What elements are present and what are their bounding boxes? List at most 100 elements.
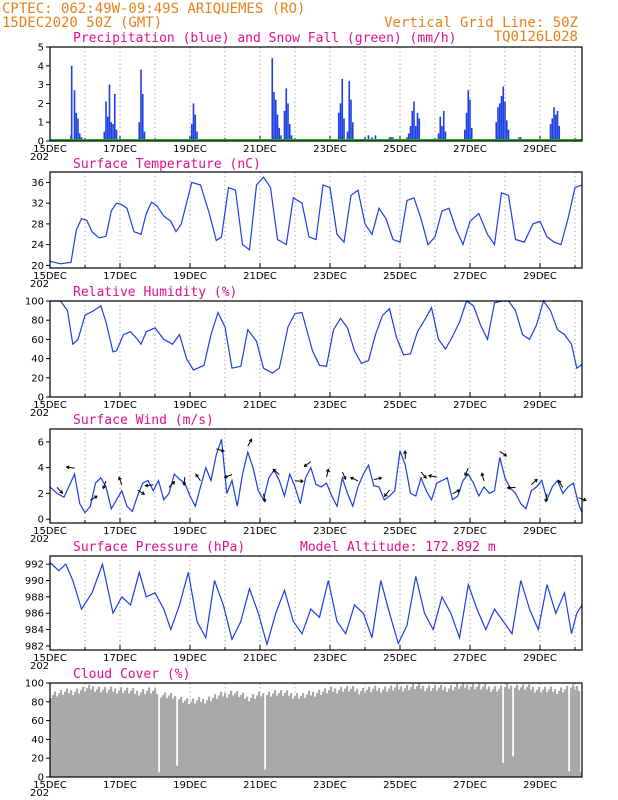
y-tick-label: 990 bbox=[25, 576, 44, 587]
cloud-bar bbox=[384, 686, 387, 777]
precip-bar bbox=[196, 131, 198, 141]
precip-bar bbox=[77, 118, 79, 141]
cloud-bar bbox=[386, 691, 389, 777]
wind-arrow bbox=[373, 476, 383, 481]
cloud-bar bbox=[376, 690, 379, 777]
cloud-bar bbox=[200, 701, 203, 777]
cloud-bar bbox=[378, 687, 381, 777]
cloud-bar bbox=[562, 692, 565, 777]
cloud-bar bbox=[226, 697, 229, 777]
wind-arrow bbox=[403, 450, 408, 460]
precip-bar bbox=[553, 107, 555, 141]
precip-bar bbox=[143, 131, 146, 141]
cloud-bar bbox=[212, 697, 215, 777]
x-tick-label: 25DEC bbox=[383, 271, 417, 282]
y-tick-label: 100 bbox=[25, 297, 44, 308]
cloud-bar bbox=[328, 690, 331, 777]
cloud-bar bbox=[372, 688, 375, 777]
precip-bar bbox=[500, 95, 503, 141]
cloud-bar bbox=[274, 690, 277, 777]
precip-bar bbox=[465, 112, 468, 141]
precip-bar bbox=[463, 129, 466, 141]
precip-bar bbox=[194, 114, 197, 141]
precip-bar bbox=[280, 135, 282, 141]
precip-bar bbox=[348, 80, 351, 141]
cloud-bar bbox=[484, 683, 487, 777]
cloud-bar bbox=[238, 697, 241, 777]
cloud-bar bbox=[214, 694, 217, 777]
y-tick-label: 0 bbox=[38, 137, 44, 148]
cloud-bar bbox=[244, 698, 247, 777]
cloud-bar bbox=[118, 690, 121, 777]
cloud-bar bbox=[272, 693, 275, 777]
cloud-bar bbox=[420, 688, 423, 777]
cloud-bar bbox=[248, 701, 251, 777]
cloud-bar bbox=[290, 693, 293, 777]
cloud-bar bbox=[454, 687, 457, 777]
precip-bar bbox=[274, 99, 277, 141]
precip-bar bbox=[337, 112, 340, 141]
cloud-bar bbox=[416, 686, 419, 777]
x-tick-label: 25DEC bbox=[383, 653, 417, 664]
precip-bar bbox=[444, 131, 447, 141]
cloud-bar bbox=[444, 686, 447, 777]
x-tick-label: 23DEC bbox=[313, 653, 347, 664]
cloud-bar bbox=[418, 683, 421, 777]
precip-bar bbox=[409, 125, 412, 141]
cloud-bar bbox=[460, 685, 463, 777]
precip-bar bbox=[497, 107, 499, 141]
wind-arrow bbox=[499, 450, 508, 457]
cloud-bar bbox=[446, 691, 449, 777]
cloud-bar bbox=[262, 693, 265, 777]
wind-arrow bbox=[262, 493, 267, 503]
cloud-bar bbox=[440, 684, 443, 777]
y-tick-label: 20 bbox=[31, 373, 44, 384]
x-tick-label: 17DEC bbox=[103, 653, 137, 664]
precip-bar bbox=[190, 124, 193, 141]
cloud-bar bbox=[480, 689, 483, 777]
wind-arrow bbox=[464, 467, 469, 477]
series-line bbox=[50, 299, 583, 374]
cloud-bar bbox=[194, 703, 197, 777]
precip-bar bbox=[110, 122, 113, 141]
cloud-bar bbox=[150, 693, 153, 777]
cloud-bar bbox=[288, 695, 291, 777]
cloud-bar bbox=[344, 688, 347, 777]
cloud-bar bbox=[66, 688, 69, 777]
cloud-bar bbox=[202, 698, 205, 777]
cloud-bar bbox=[518, 690, 521, 777]
cloud-bar bbox=[470, 686, 473, 777]
cloud-bar bbox=[396, 684, 399, 777]
cloud-bar bbox=[436, 690, 439, 777]
cloud-bar bbox=[512, 756, 515, 777]
x-tick-label: 19DEC bbox=[173, 400, 207, 411]
x-tick-label: 15DEC bbox=[33, 780, 67, 791]
cloud-bar bbox=[124, 690, 127, 777]
precip-bar bbox=[418, 118, 421, 141]
cloud-bar bbox=[264, 769, 267, 777]
cloud-bar bbox=[456, 683, 459, 777]
cloud-bar bbox=[258, 691, 261, 777]
x-tick-label: 27DEC bbox=[453, 144, 487, 155]
y-tick-label: 984 bbox=[25, 625, 44, 636]
cloud-bar bbox=[56, 696, 59, 777]
cloud-bar bbox=[448, 688, 451, 777]
y-tick-label: 20 bbox=[31, 754, 44, 765]
precip-bar bbox=[505, 120, 508, 141]
y-tick-label: 40 bbox=[31, 735, 44, 746]
cloud-bar bbox=[506, 683, 509, 777]
cloud-bar bbox=[412, 683, 415, 777]
cloud-bar bbox=[394, 687, 397, 777]
cloud-bar bbox=[174, 695, 177, 777]
cloud-bar bbox=[532, 687, 535, 777]
cloud-bar bbox=[154, 688, 157, 777]
cloud-bar bbox=[452, 690, 455, 777]
cloud-bar bbox=[380, 692, 383, 777]
wind-arrow bbox=[272, 468, 280, 475]
precip-bar bbox=[105, 101, 107, 141]
cloud-bar bbox=[438, 687, 441, 777]
cloud-bar bbox=[324, 688, 327, 777]
x-tick-label: 23DEC bbox=[313, 271, 347, 282]
cloud-bar bbox=[488, 686, 491, 777]
y-tick-label: 986 bbox=[25, 609, 44, 620]
